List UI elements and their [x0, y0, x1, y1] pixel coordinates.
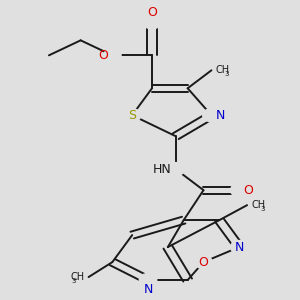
Circle shape — [230, 184, 248, 197]
Text: N: N — [235, 241, 244, 254]
Circle shape — [167, 163, 184, 176]
Text: HN: HN — [153, 163, 172, 176]
Text: O: O — [199, 256, 208, 268]
Circle shape — [195, 256, 212, 269]
Circle shape — [103, 49, 121, 62]
Text: CH: CH — [70, 272, 85, 282]
Text: N: N — [215, 109, 225, 122]
Text: 3: 3 — [224, 71, 229, 77]
Circle shape — [230, 241, 248, 254]
Text: CH: CH — [251, 200, 265, 210]
Text: O: O — [147, 6, 157, 20]
Circle shape — [143, 16, 161, 29]
Text: S: S — [128, 109, 136, 122]
Circle shape — [203, 109, 220, 122]
Text: 3: 3 — [260, 206, 265, 212]
Circle shape — [123, 109, 141, 122]
Text: 3: 3 — [71, 278, 76, 284]
Text: O: O — [243, 184, 253, 197]
Circle shape — [139, 274, 157, 286]
Text: N: N — [143, 283, 153, 296]
Text: CH: CH — [215, 65, 230, 75]
Text: O: O — [98, 49, 108, 62]
